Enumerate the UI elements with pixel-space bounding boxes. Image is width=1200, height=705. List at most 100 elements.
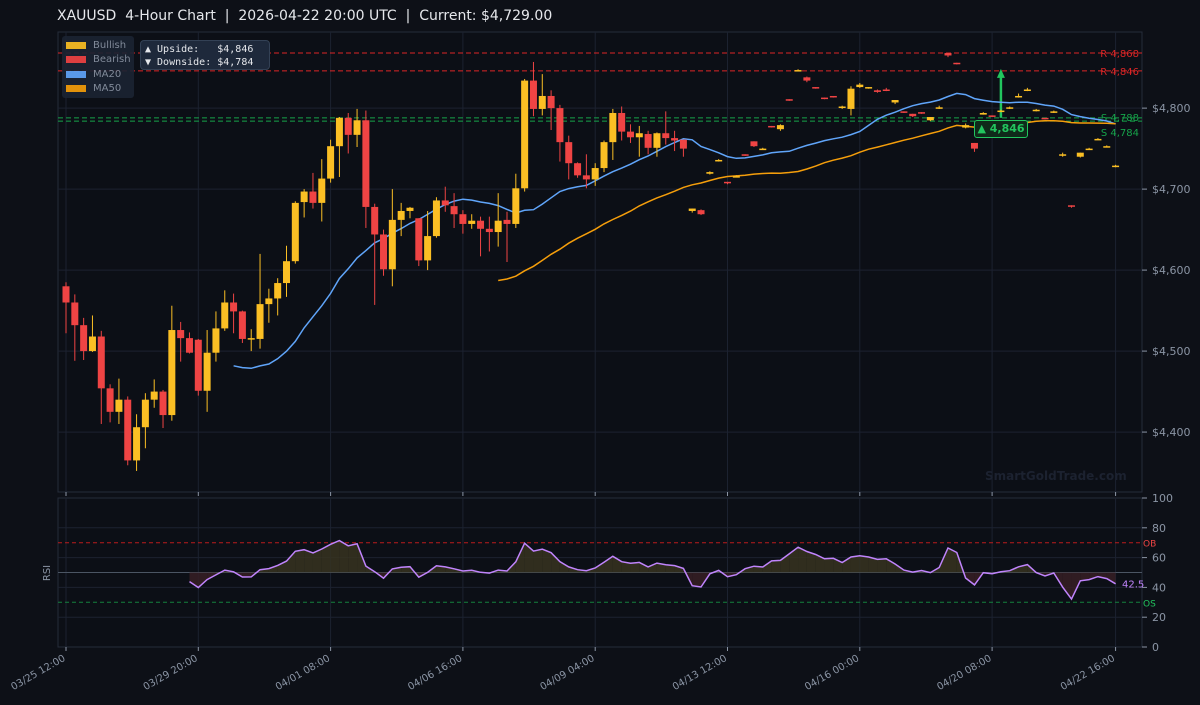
rsi-fill-above xyxy=(771,560,781,573)
rsi-fill-above xyxy=(745,566,754,573)
rsi-fill-above xyxy=(639,562,649,573)
bullish-candle xyxy=(327,146,335,179)
bullish-candle xyxy=(794,70,802,72)
bearish-candle xyxy=(1041,117,1049,120)
rsi-fill-above xyxy=(859,555,869,573)
bullish-candle xyxy=(150,391,158,400)
rsi-fill-below xyxy=(198,572,208,588)
bullish-candle xyxy=(274,283,282,299)
bearish-candle xyxy=(724,181,731,184)
rsi-fill-below xyxy=(1106,572,1116,584)
time-tick-label: 04/01 08:00 xyxy=(274,653,332,693)
rsi-last-value: 42.5 xyxy=(1122,580,1144,591)
bullish-candle xyxy=(926,117,934,121)
time-tick-label: 04/06 16:00 xyxy=(406,653,464,693)
bearish-candle xyxy=(159,391,167,416)
bearish-candle xyxy=(362,120,370,207)
bearish-candle xyxy=(309,191,317,203)
rsi-fill-below xyxy=(1089,572,1098,580)
bearish-candle xyxy=(944,53,952,56)
rsi-fill-above xyxy=(524,543,534,573)
legend-item-bullish: Bullish xyxy=(66,40,126,51)
level-label: R 4,846 xyxy=(1100,67,1139,78)
bullish-candle xyxy=(388,219,396,270)
bearish-candle xyxy=(344,117,352,135)
bearish-candle xyxy=(106,388,114,412)
rsi-fill-above xyxy=(868,556,878,573)
bearish-candle xyxy=(450,206,458,215)
legend: Bullish Bearish MA20 MA50 xyxy=(62,36,134,98)
rsi-ob-label: OB xyxy=(1143,540,1156,550)
bearish-candle xyxy=(565,142,573,164)
bullish-candle xyxy=(203,352,211,391)
rsi-fill-above xyxy=(877,558,887,573)
time-tick-label: 04/22 16:00 xyxy=(1059,653,1117,693)
bearish-candle xyxy=(185,338,193,353)
legend-label: MA50 xyxy=(93,83,122,94)
bearish-swatch xyxy=(66,56,86,63)
rsi-fill-above xyxy=(339,540,349,573)
bullish-candle xyxy=(221,302,229,329)
bullish-candle xyxy=(591,168,599,180)
rsi-fill-above xyxy=(665,564,675,573)
rsi-tick-label: 40 xyxy=(1152,581,1166,594)
bullish-candle xyxy=(1015,95,1023,98)
rsi-fill-above xyxy=(295,549,305,573)
bullish-candle xyxy=(300,191,308,203)
bullish-candle xyxy=(468,220,476,224)
bullish-candle xyxy=(962,125,970,128)
rsi-axis-label: RSI xyxy=(42,565,53,581)
rsi-fill-above xyxy=(533,549,543,573)
time-tick-label: 04/20 08:00 xyxy=(935,653,993,693)
bearish-candle xyxy=(970,142,978,149)
rsi-fill-above xyxy=(789,547,799,573)
legend-item-bearish: Bearish xyxy=(66,54,131,65)
bullish-candle xyxy=(291,202,299,262)
time-tick-label: 04/16 00:00 xyxy=(803,653,861,693)
rsi-fill-below xyxy=(965,572,975,585)
bearish-candle xyxy=(574,163,582,176)
rsi-fill-above xyxy=(312,549,322,573)
rsi-fill-above xyxy=(401,566,410,573)
legend-item-ma20: MA20 xyxy=(66,69,121,80)
price-tick-label: $4,400 xyxy=(1152,426,1191,439)
rsi-tick-label: 0 xyxy=(1152,641,1159,654)
bearish-candle xyxy=(485,228,493,233)
bearish-candle xyxy=(900,111,908,113)
rsi-fill-above xyxy=(330,540,340,573)
rsi-fill-above xyxy=(542,549,552,573)
bullish-candle xyxy=(715,159,723,162)
watermark: SmartGoldTrade.com xyxy=(985,469,1127,483)
bullish-candle xyxy=(688,208,696,211)
bullish-candle xyxy=(1076,152,1084,157)
bearish-candle xyxy=(503,219,511,224)
rsi-fill-above xyxy=(621,561,631,573)
ma50-swatch xyxy=(66,85,86,92)
rsi-fill-below xyxy=(242,572,252,578)
bearish-candle xyxy=(829,95,837,98)
bearish-candle xyxy=(821,97,829,100)
bearish-candle xyxy=(124,399,132,461)
bearish-candle xyxy=(80,325,88,352)
bearish-candle xyxy=(873,90,881,92)
level-label: S 4,788 xyxy=(1101,113,1139,124)
bullish-swatch xyxy=(66,42,86,49)
rsi-fill-above xyxy=(753,566,763,573)
bullish-candle xyxy=(256,304,264,339)
bullish-candle xyxy=(353,120,361,135)
rsi-fill-below xyxy=(692,572,702,588)
time-tick-label: 03/25 12:00 xyxy=(9,653,67,693)
rsi-fill-above xyxy=(948,548,957,573)
rsi-fill-below xyxy=(718,570,728,577)
bearish-candle xyxy=(477,220,485,229)
rsi-fill-above xyxy=(551,552,560,573)
bearish-candle xyxy=(618,112,626,132)
bullish-candle xyxy=(335,117,343,147)
bullish-candle xyxy=(1094,138,1102,141)
rsi-fill-above xyxy=(806,551,816,573)
bullish-candle xyxy=(283,261,290,284)
bearish-candle xyxy=(1067,205,1075,207)
bullish-candle xyxy=(759,148,767,151)
bullish-candle xyxy=(115,399,123,412)
downside-target: ▼ Downside: $4,784 xyxy=(145,57,254,68)
